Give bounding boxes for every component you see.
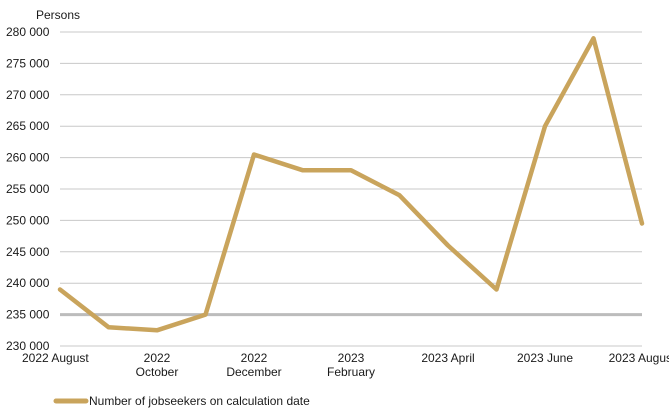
x-tick-label-line: October [136, 365, 179, 379]
x-tick-label-line: 2022 [144, 351, 171, 365]
y-tick-label: 230 000 [6, 339, 50, 353]
series-layer [57, 36, 645, 333]
x-tick-label-line: 2022 August [22, 351, 89, 365]
y-tick-label: 235 000 [6, 308, 50, 322]
x-tick-label-line: 2023 June [517, 351, 573, 365]
x-tick-label-line: 2022 [241, 351, 268, 365]
y-tick-label: 250 000 [6, 213, 50, 227]
x-tick-label: 2022 December [226, 351, 281, 379]
x-tick-label-line: December [226, 365, 281, 379]
y-axis-tick-labels: 230 000 235 000 240 000 245 000 250 000 255 0… [6, 25, 50, 353]
y-tick-label: 245 000 [6, 245, 50, 259]
x-tick-label: 2023 February [327, 351, 375, 379]
y-tick-label: 275 000 [6, 56, 50, 70]
x-tick-label-line: 2023 [338, 351, 365, 365]
x-tick-label: 2022 October [136, 351, 179, 379]
x-tick-label: 2023 June [517, 351, 573, 365]
x-tick-label-line: February [327, 365, 375, 379]
x-tick-label: 2022 August [22, 351, 89, 365]
y-axis-unit-label: Persons [36, 8, 80, 22]
y-tick-label: 265 000 [6, 119, 50, 133]
x-tick-label: 2023 August [609, 351, 669, 365]
y-tick-label: 270 000 [6, 88, 50, 102]
legend-label: Number of jobseekers on calculation date [89, 394, 310, 408]
x-tick-label-line: 2023 April [421, 351, 474, 365]
x-tick-label-line: 2023 August [609, 351, 669, 365]
y-tick-label: 260 000 [6, 151, 50, 165]
series-line-jobseekers [57, 36, 645, 333]
x-tick-label: 2023 April [421, 351, 474, 365]
y-tick-label: 240 000 [6, 276, 50, 290]
legend: Number of jobseekers on calculation date [53, 394, 310, 408]
y-tick-label: 255 000 [6, 182, 50, 196]
grid-lines [60, 31, 642, 347]
y-tick-label: 280 000 [6, 25, 50, 39]
